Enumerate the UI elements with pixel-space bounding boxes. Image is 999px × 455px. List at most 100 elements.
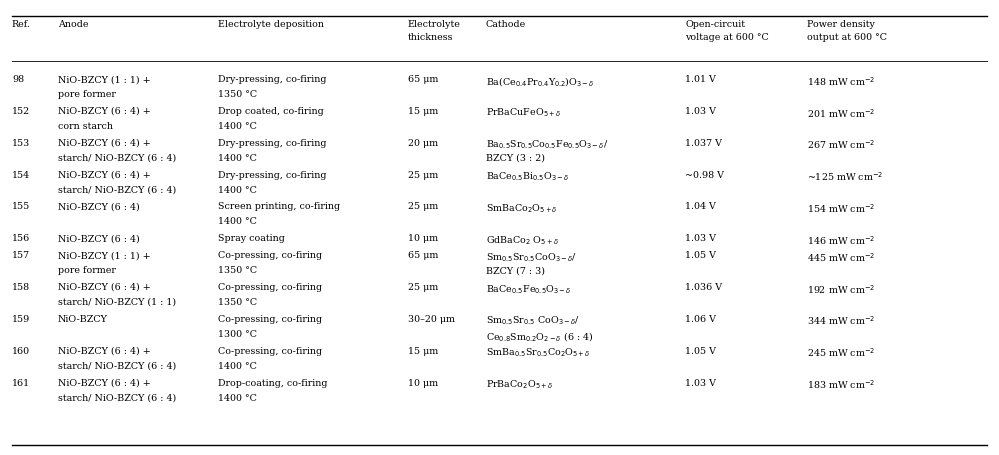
Text: Drop coated, co-firing: Drop coated, co-firing [218, 107, 324, 116]
Text: BaCe$_{0.5}$Fe$_{0.5}$O$_{3-δ}$: BaCe$_{0.5}$Fe$_{0.5}$O$_{3-δ}$ [486, 283, 571, 295]
Text: 1.06 V: 1.06 V [685, 315, 716, 324]
Text: 1.036 V: 1.036 V [685, 283, 722, 292]
Text: 1400 °C: 1400 °C [218, 122, 257, 131]
Text: Ref.: Ref. [12, 20, 31, 30]
Text: 1.03 V: 1.03 V [685, 379, 716, 388]
Text: pore former: pore former [58, 266, 116, 275]
Text: 183 mW cm$^{-2}$: 183 mW cm$^{-2}$ [807, 379, 876, 391]
Text: 1400 °C: 1400 °C [218, 362, 257, 371]
Text: 1400 °C: 1400 °C [218, 186, 257, 195]
Text: 344 mW cm$^{-2}$: 344 mW cm$^{-2}$ [807, 315, 876, 328]
Text: 1.037 V: 1.037 V [685, 139, 722, 148]
Text: 153: 153 [12, 139, 30, 148]
Text: NiO-BZCY (6 : 4) +: NiO-BZCY (6 : 4) + [58, 283, 151, 292]
Text: NiO-BZCY (6 : 4): NiO-BZCY (6 : 4) [58, 202, 140, 212]
Text: Co-pressing, co-firing: Co-pressing, co-firing [218, 315, 322, 324]
Text: 1350 °C: 1350 °C [218, 266, 257, 275]
Text: Sm$_{0.5}$Sr$_{0.5}$CoO$_{3-δ}$/: Sm$_{0.5}$Sr$_{0.5}$CoO$_{3-δ}$/ [486, 251, 576, 263]
Text: SmBa$_{0.5}$Sr$_{0.5}$Co$_{2}$O$_{5+δ}$: SmBa$_{0.5}$Sr$_{0.5}$Co$_{2}$O$_{5+δ}$ [486, 347, 590, 359]
Text: Ba$_{0.5}$Sr$_{0.5}$Co$_{0.5}$Fe$_{0.5}$O$_{3-δ}$/: Ba$_{0.5}$Sr$_{0.5}$Co$_{0.5}$Fe$_{0.5}$… [486, 139, 607, 151]
Text: 30–20 μm: 30–20 μm [408, 315, 455, 324]
Text: 155: 155 [12, 202, 30, 212]
Text: 98: 98 [12, 75, 24, 84]
Text: Spray coating: Spray coating [218, 234, 285, 243]
Text: 25 μm: 25 μm [408, 171, 438, 180]
Text: NiO-BZCY (6 : 4): NiO-BZCY (6 : 4) [58, 234, 140, 243]
Text: NiO-BZCY: NiO-BZCY [58, 315, 108, 324]
Text: 1.03 V: 1.03 V [685, 234, 716, 243]
Text: ~125 mW cm$^{-2}$: ~125 mW cm$^{-2}$ [807, 171, 884, 183]
Text: Ce$_{0.8}$Sm$_{0.2}$O$_{2-δ}$ (6 : 4): Ce$_{0.8}$Sm$_{0.2}$O$_{2-δ}$ (6 : 4) [486, 330, 592, 343]
Text: 146 mW cm$^{-2}$: 146 mW cm$^{-2}$ [807, 234, 876, 247]
Text: Dry-pressing, co-firing: Dry-pressing, co-firing [218, 171, 327, 180]
Text: Cathode: Cathode [486, 20, 525, 30]
Text: 1300 °C: 1300 °C [218, 330, 257, 339]
Text: 158: 158 [12, 283, 30, 292]
Text: 1.05 V: 1.05 V [685, 251, 716, 260]
Text: 245 mW cm$^{-2}$: 245 mW cm$^{-2}$ [807, 347, 876, 359]
Text: pore former: pore former [58, 90, 116, 99]
Text: PrBaCuFeO$_{5+δ}$: PrBaCuFeO$_{5+δ}$ [486, 107, 560, 119]
Text: 1400 °C: 1400 °C [218, 217, 257, 227]
Text: Co-pressing, co-firing: Co-pressing, co-firing [218, 251, 322, 260]
Text: voltage at 600 °C: voltage at 600 °C [685, 34, 769, 42]
Text: 159: 159 [12, 315, 30, 324]
Text: starch/ NiO-BZCY (6 : 4): starch/ NiO-BZCY (6 : 4) [58, 186, 176, 195]
Text: SmBaCo$_{2}$O$_{5+δ}$: SmBaCo$_{2}$O$_{5+δ}$ [486, 202, 557, 215]
Text: Anode: Anode [58, 20, 89, 30]
Text: 10 μm: 10 μm [408, 379, 438, 388]
Text: 1.04 V: 1.04 V [685, 202, 716, 212]
Text: BaCe$_{0.5}$Bi$_{0.5}$O$_{3-δ}$: BaCe$_{0.5}$Bi$_{0.5}$O$_{3-δ}$ [486, 171, 568, 183]
Text: 10 μm: 10 μm [408, 234, 438, 243]
Text: Co-pressing, co-firing: Co-pressing, co-firing [218, 283, 322, 292]
Text: 25 μm: 25 μm [408, 283, 438, 292]
Text: NiO-BZCY (6 : 4) +: NiO-BZCY (6 : 4) + [58, 139, 151, 148]
Text: Dry-pressing, co-firing: Dry-pressing, co-firing [218, 75, 327, 84]
Text: thickness: thickness [408, 34, 454, 42]
Text: 445 mW cm$^{-2}$: 445 mW cm$^{-2}$ [807, 251, 876, 264]
Text: 65 μm: 65 μm [408, 75, 438, 84]
Text: PrBaCo$_{2}$O$_{5+δ}$: PrBaCo$_{2}$O$_{5+δ}$ [486, 379, 552, 391]
Text: 1.01 V: 1.01 V [685, 75, 716, 84]
Text: 154: 154 [12, 171, 30, 180]
Text: 1.05 V: 1.05 V [685, 347, 716, 356]
Text: starch/ NiO-BZCY (1 : 1): starch/ NiO-BZCY (1 : 1) [58, 298, 176, 307]
Text: Power density: Power density [807, 20, 875, 30]
Text: starch/ NiO-BZCY (6 : 4): starch/ NiO-BZCY (6 : 4) [58, 154, 176, 163]
Text: Electrolyte deposition: Electrolyte deposition [218, 20, 324, 30]
Text: Ba(Ce$_{0.4}$Pr$_{0.4}$Y$_{0.2}$)O$_{3-δ}$: Ba(Ce$_{0.4}$Pr$_{0.4}$Y$_{0.2}$)O$_{3-δ… [486, 75, 594, 88]
Text: 267 mW cm$^{-2}$: 267 mW cm$^{-2}$ [807, 139, 876, 152]
Text: 161: 161 [12, 379, 30, 388]
Text: NiO-BZCY (1 : 1) +: NiO-BZCY (1 : 1) + [58, 75, 151, 84]
Text: 152: 152 [12, 107, 30, 116]
Text: 1.03 V: 1.03 V [685, 107, 716, 116]
Text: starch/ NiO-BZCY (6 : 4): starch/ NiO-BZCY (6 : 4) [58, 362, 176, 371]
Text: ~0.98 V: ~0.98 V [685, 171, 724, 180]
Text: 25 μm: 25 μm [408, 202, 438, 212]
Text: Co-pressing, co-firing: Co-pressing, co-firing [218, 347, 322, 356]
Text: NiO-BZCY (6 : 4) +: NiO-BZCY (6 : 4) + [58, 379, 151, 388]
Text: 201 mW cm$^{-2}$: 201 mW cm$^{-2}$ [807, 107, 876, 120]
Text: 15 μm: 15 μm [408, 347, 438, 356]
Text: BZCY (3 : 2): BZCY (3 : 2) [486, 154, 544, 163]
Text: 157: 157 [12, 251, 30, 260]
Text: NiO-BZCY (1 : 1) +: NiO-BZCY (1 : 1) + [58, 251, 151, 260]
Text: 156: 156 [12, 234, 30, 243]
Text: Electrolyte: Electrolyte [408, 20, 461, 30]
Text: output at 600 °C: output at 600 °C [807, 34, 887, 42]
Text: starch/ NiO-BZCY (6 : 4): starch/ NiO-BZCY (6 : 4) [58, 394, 176, 403]
Text: Open-circuit: Open-circuit [685, 20, 745, 30]
Text: 1400 °C: 1400 °C [218, 154, 257, 163]
Text: GdBaCo$_{2}$ O$_{5+δ}$: GdBaCo$_{2}$ O$_{5+δ}$ [486, 234, 558, 247]
Text: 15 μm: 15 μm [408, 107, 438, 116]
Text: NiO-BZCY (6 : 4) +: NiO-BZCY (6 : 4) + [58, 171, 151, 180]
Text: Drop-coating, co-firing: Drop-coating, co-firing [218, 379, 328, 388]
Text: 1400 °C: 1400 °C [218, 394, 257, 403]
Text: 1350 °C: 1350 °C [218, 90, 257, 99]
Text: NiO-BZCY (6 : 4) +: NiO-BZCY (6 : 4) + [58, 347, 151, 356]
Text: 160: 160 [12, 347, 30, 356]
Text: 20 μm: 20 μm [408, 139, 438, 148]
Text: Screen printing, co-firing: Screen printing, co-firing [218, 202, 340, 212]
Text: Dry-pressing, co-firing: Dry-pressing, co-firing [218, 139, 327, 148]
Text: NiO-BZCY (6 : 4) +: NiO-BZCY (6 : 4) + [58, 107, 151, 116]
